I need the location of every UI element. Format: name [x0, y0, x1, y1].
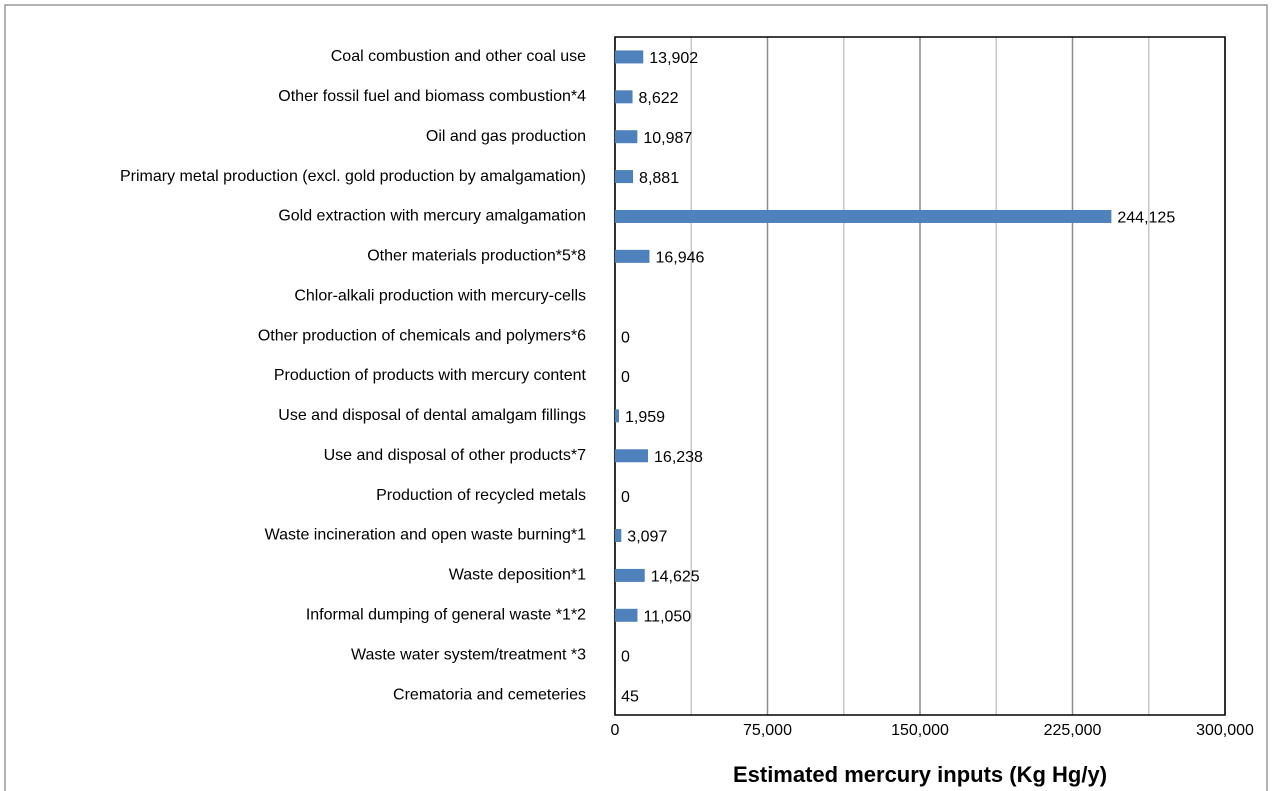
data-label: 0: [621, 648, 630, 665]
y-tick-label: Other materials production*5*8: [367, 248, 586, 265]
x-tick-label: 0: [611, 722, 620, 739]
y-tick-label: Primary metal production (excl. gold pro…: [120, 168, 586, 185]
y-tick-label: Use and disposal of dental amalgam filli…: [278, 407, 586, 424]
bar: [615, 50, 644, 64]
y-tick-label: Use and disposal of other products*7: [324, 447, 586, 464]
data-label: 10,987: [643, 130, 692, 147]
data-label: 0: [621, 369, 630, 386]
plot-border: [614, 36, 1226, 716]
data-label: 8,881: [639, 170, 679, 187]
y-tick-label: Crematoria and cemeteries: [393, 686, 586, 703]
x-tick-label: 150,000: [891, 722, 949, 739]
y-tick-label: Waste deposition*1: [449, 567, 586, 584]
y-tick-label: Chlor-alkali production with mercury-cel…: [294, 287, 586, 304]
bar: [615, 409, 619, 423]
y-tick-label: Waste incineration and open waste burnin…: [265, 527, 586, 544]
y-tick-label: Other fossil fuel and biomass combustion…: [278, 88, 586, 105]
data-label: 16,238: [654, 449, 703, 466]
data-label: 14,625: [651, 569, 700, 586]
y-tick-label: Waste water system/treatment *3: [351, 646, 586, 663]
bar: [615, 249, 650, 263]
frame: [4, 4, 1268, 791]
data-label: 11,050: [643, 609, 691, 626]
bar: [615, 170, 634, 184]
y-tick-label: Coal combustion and other coal use: [331, 48, 586, 65]
bar: [615, 529, 622, 543]
bar: [615, 568, 645, 582]
data-label: 0: [621, 489, 630, 506]
y-tick-label: Gold extraction with mercury amalgamatio…: [278, 208, 586, 225]
data-label: 16,946: [655, 250, 704, 267]
bar: [615, 90, 633, 104]
x-tick-label: 300,000: [1196, 722, 1254, 739]
data-label: 0: [621, 329, 630, 346]
bar: [615, 608, 638, 622]
y-tick-label: Other production of chemicals and polyme…: [258, 327, 586, 344]
data-label: 3,097: [627, 529, 667, 546]
y-tick-label: Production of recycled metals: [376, 487, 586, 504]
data-label: 1,959: [625, 409, 665, 426]
x-tick-label: 75,000: [743, 722, 792, 739]
bar: [615, 449, 649, 463]
bar: [615, 209, 1112, 223]
x-tick-label: 225,000: [1044, 722, 1102, 739]
bar: [615, 130, 638, 144]
x-axis-title: Estimated mercury inputs (Kg Hg/y): [733, 762, 1107, 787]
data-label: 244,125: [1117, 210, 1175, 227]
data-label: 13,902: [649, 50, 698, 67]
y-tick-label: Oil and gas production: [426, 128, 586, 145]
y-tick-label: Production of products with mercury cont…: [274, 367, 587, 384]
y-tick-label: Informal dumping of general waste *1*2: [306, 607, 586, 624]
data-label: 45: [621, 688, 639, 705]
data-label: 8,622: [639, 90, 679, 107]
